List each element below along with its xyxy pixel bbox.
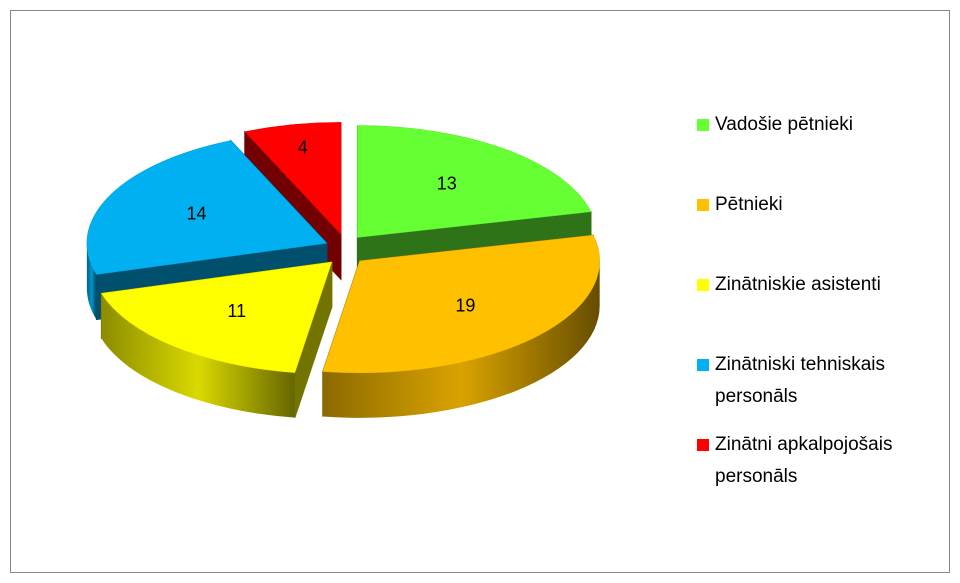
legend-item: Zinātni apkalpojošais personāls — [697, 429, 947, 493]
legend-label: Vadošie pētnieki — [715, 114, 854, 135]
tops: 13 19 11 14 4 — [86, 122, 600, 374]
data-label: 13 — [437, 174, 457, 194]
slice — [86, 140, 328, 275]
legend-label: Pētnieki — [715, 194, 783, 215]
legend-label: Zinātniskie asistenti — [715, 274, 881, 295]
legend-swatch — [697, 359, 709, 371]
data-label: 4 — [298, 138, 308, 158]
legend-swatch — [697, 279, 709, 291]
slice-side — [322, 260, 600, 418]
slice-side — [86, 243, 97, 320]
data-label: 19 — [455, 295, 475, 315]
slice — [322, 234, 600, 374]
legend-item: Pētnieki — [697, 189, 947, 221]
legend-item: Zinātniskie asistenti — [697, 269, 947, 301]
legend-label: Zinātniski tehniskais personāls — [715, 354, 886, 407]
legend-label: Zinātni apkalpojošais personāls — [715, 434, 893, 487]
slice — [357, 125, 592, 238]
legend-swatch — [697, 439, 709, 451]
legend-swatch — [697, 119, 709, 131]
legend-item: Zinātniski tehniskais personāls — [697, 349, 947, 413]
slice — [100, 261, 333, 373]
data-label: 11 — [227, 301, 246, 321]
slice — [244, 122, 342, 235]
data-label: 14 — [186, 203, 206, 223]
legend-item: Vadošie pētnieki — [697, 109, 947, 141]
legend-swatch — [697, 199, 709, 211]
slice-side — [101, 293, 295, 418]
